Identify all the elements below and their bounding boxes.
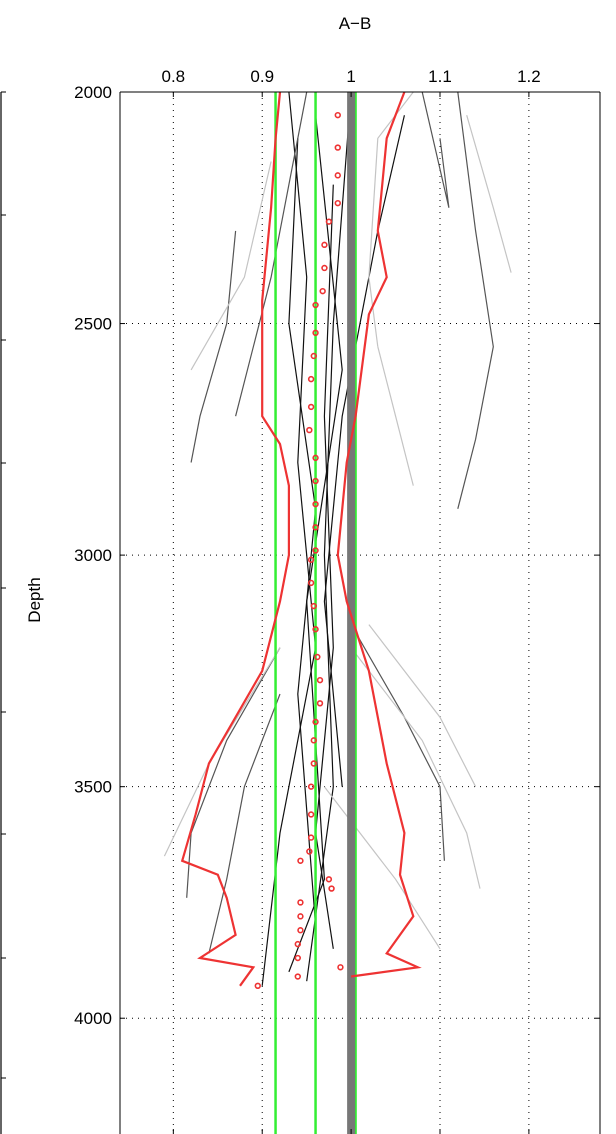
red-point bbox=[312, 500, 319, 508]
y-tick-label: 3500 bbox=[74, 778, 112, 797]
red-point bbox=[307, 556, 315, 563]
red-point bbox=[312, 329, 319, 337]
gray-curve bbox=[190, 230, 237, 463]
red-point bbox=[297, 913, 304, 920]
left-panel-edge bbox=[0, 91, 6, 1134]
red-point bbox=[312, 454, 319, 462]
red-point bbox=[307, 579, 315, 587]
red-point bbox=[321, 264, 328, 272]
red-point bbox=[325, 876, 333, 883]
red-point bbox=[312, 477, 319, 485]
gray-curve bbox=[288, 138, 317, 926]
red-point bbox=[319, 287, 326, 295]
red-point bbox=[307, 811, 315, 818]
red-point bbox=[297, 857, 304, 864]
red-point bbox=[294, 940, 301, 948]
y-tick-label: 4000 bbox=[74, 1009, 112, 1028]
red-point bbox=[310, 352, 317, 360]
red-point bbox=[328, 885, 335, 892]
red-point bbox=[307, 834, 315, 841]
tick-labels: 0.8 0.9 1 1.1 1.2 2000 2500 3000 3500 4000 bbox=[74, 67, 541, 1028]
red-point bbox=[321, 241, 328, 249]
red-point bbox=[312, 626, 319, 633]
red-point bbox=[312, 301, 319, 309]
red-point bbox=[325, 218, 333, 225]
red-point bbox=[310, 602, 317, 610]
chart-title: A−B bbox=[339, 14, 372, 33]
red-point bbox=[294, 973, 301, 980]
red-point bbox=[334, 144, 341, 151]
red-point bbox=[254, 982, 261, 990]
axes bbox=[119, 91, 601, 1134]
grid bbox=[120, 91, 600, 1134]
red-point bbox=[316, 676, 324, 684]
gray-curve bbox=[323, 115, 405, 787]
red-point bbox=[297, 899, 304, 906]
red-point bbox=[334, 172, 341, 179]
red-point bbox=[334, 199, 341, 207]
x-tick-label: 1.2 bbox=[517, 67, 541, 86]
gray-curve bbox=[457, 91, 494, 509]
y-tick-label: 2000 bbox=[74, 83, 112, 102]
gray-curve bbox=[350, 624, 445, 861]
red-point bbox=[310, 737, 317, 744]
x-tick-label: 1 bbox=[346, 67, 355, 86]
gray-curve bbox=[261, 91, 317, 986]
gray-curve bbox=[421, 91, 450, 208]
y-tick-label: 3000 bbox=[74, 546, 112, 565]
red-point bbox=[334, 111, 341, 119]
gray-curve bbox=[306, 91, 352, 982]
red-point bbox=[294, 954, 301, 962]
y-tick-label: 2500 bbox=[74, 315, 112, 334]
x-tick-label: 0.9 bbox=[250, 67, 274, 86]
red-envelope-right bbox=[336, 91, 422, 978]
red-point bbox=[306, 426, 313, 434]
red-point bbox=[307, 783, 315, 790]
red-points bbox=[254, 111, 344, 990]
red-point bbox=[307, 403, 315, 411]
red-envelope-left bbox=[180, 91, 290, 987]
gray-curve bbox=[314, 184, 334, 949]
red-envelopes bbox=[180, 91, 422, 987]
x-tick-label: 1.1 bbox=[428, 67, 452, 86]
red-point bbox=[312, 524, 319, 531]
red-point bbox=[307, 375, 315, 383]
gray-curve bbox=[323, 786, 441, 950]
red-point bbox=[312, 547, 319, 554]
vertical-reference-lines bbox=[274, 92, 357, 1134]
gray-curve bbox=[208, 693, 281, 954]
red-point bbox=[337, 964, 344, 971]
red-point bbox=[297, 927, 304, 934]
red-point bbox=[312, 718, 319, 726]
gray-curve bbox=[377, 346, 414, 486]
gray-curve bbox=[190, 161, 272, 371]
y-axis-label: Depth bbox=[25, 577, 44, 622]
red-point bbox=[316, 700, 324, 707]
gray-curve bbox=[368, 624, 477, 787]
gray-curve bbox=[235, 91, 308, 417]
x-tick-label: 0.8 bbox=[162, 67, 186, 86]
gray-curve bbox=[186, 647, 281, 898]
gray-curve bbox=[350, 647, 481, 889]
red-point bbox=[306, 848, 313, 855]
red-point bbox=[310, 760, 317, 767]
red-point bbox=[314, 653, 321, 661]
gray-curves bbox=[163, 91, 512, 986]
gray-curve bbox=[466, 115, 512, 273]
gray-curve bbox=[368, 91, 414, 347]
